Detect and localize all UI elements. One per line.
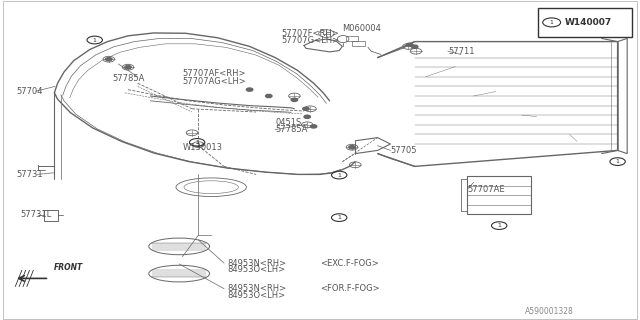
Circle shape bbox=[310, 125, 317, 128]
Text: 57707G<LH>: 57707G<LH> bbox=[282, 36, 340, 45]
Text: 1: 1 bbox=[195, 140, 199, 145]
Text: 1: 1 bbox=[550, 20, 554, 25]
Text: FRONT: FRONT bbox=[54, 263, 83, 272]
Text: 57707AE: 57707AE bbox=[467, 185, 505, 194]
Text: W140007: W140007 bbox=[564, 18, 612, 27]
Text: 57785A: 57785A bbox=[275, 125, 308, 134]
Circle shape bbox=[406, 43, 413, 46]
Text: 57707AG<LH>: 57707AG<LH> bbox=[182, 77, 246, 86]
Text: 57711: 57711 bbox=[448, 47, 474, 56]
Text: 1: 1 bbox=[497, 223, 501, 228]
Bar bbox=[44, 210, 58, 221]
Text: 57731L: 57731L bbox=[20, 210, 52, 219]
Text: 57707AF<RH>: 57707AF<RH> bbox=[182, 69, 246, 78]
Circle shape bbox=[304, 115, 310, 118]
Text: 57704: 57704 bbox=[16, 87, 42, 96]
Text: 57707F<RH>: 57707F<RH> bbox=[282, 29, 339, 38]
Text: 1: 1 bbox=[93, 37, 97, 43]
Bar bbox=[346, 36, 358, 41]
Bar bbox=[352, 41, 365, 46]
Text: A590001328: A590001328 bbox=[525, 307, 573, 316]
Circle shape bbox=[246, 88, 253, 91]
Text: 0451S: 0451S bbox=[275, 118, 301, 127]
Text: M060004: M060004 bbox=[342, 24, 381, 33]
Text: 1: 1 bbox=[337, 172, 341, 178]
Text: 1: 1 bbox=[337, 215, 341, 220]
Circle shape bbox=[266, 94, 272, 98]
Text: 57785A: 57785A bbox=[112, 74, 145, 83]
Text: <FOR.F-FOG>: <FOR.F-FOG> bbox=[320, 284, 380, 293]
Text: 84953O<LH>: 84953O<LH> bbox=[227, 265, 285, 274]
Circle shape bbox=[106, 58, 112, 61]
Circle shape bbox=[412, 45, 418, 48]
Bar bbox=[538, 8, 632, 37]
Text: 84953N<RH>: 84953N<RH> bbox=[227, 259, 286, 268]
Circle shape bbox=[349, 146, 355, 149]
Text: 57705: 57705 bbox=[390, 146, 417, 155]
Circle shape bbox=[303, 107, 309, 110]
Text: 1: 1 bbox=[616, 159, 620, 164]
Text: W130013: W130013 bbox=[182, 143, 223, 152]
Circle shape bbox=[291, 98, 298, 101]
Text: 84953O<LH>: 84953O<LH> bbox=[227, 291, 285, 300]
Text: 84953N<RH>: 84953N<RH> bbox=[227, 284, 286, 293]
Text: 57731: 57731 bbox=[16, 170, 43, 179]
Text: <EXC.F-FOG>: <EXC.F-FOG> bbox=[320, 259, 379, 268]
Circle shape bbox=[125, 66, 131, 69]
